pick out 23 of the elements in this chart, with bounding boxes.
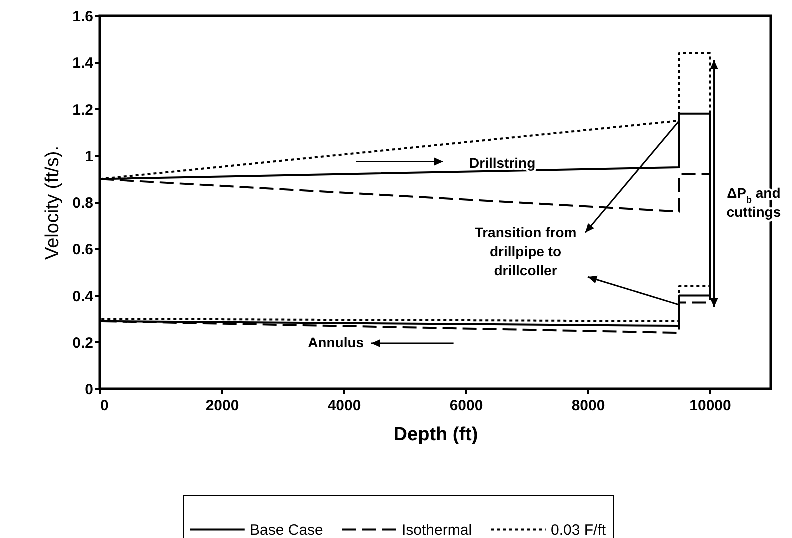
- y-tick-label: 0.2: [72, 334, 94, 352]
- x-tick-label: 6000: [450, 398, 484, 414]
- x-tick-label: 2000: [206, 398, 240, 414]
- x-tick-label: 8000: [572, 398, 606, 414]
- x-tick-label: 4000: [328, 398, 362, 414]
- y-tick-label: 1.6: [72, 8, 94, 26]
- annotation: Drillstring: [470, 154, 536, 171]
- annotation: Annulus: [308, 334, 364, 350]
- x-axis-title: Depth (ft): [394, 424, 478, 446]
- y-tick-label: 0.8: [72, 195, 94, 212]
- y-tick-label: 0.6: [72, 242, 94, 259]
- y-tick-label: 0.4: [72, 288, 94, 306]
- legend-label: Isothermal: [402, 522, 472, 538]
- y-axis-title: Velocity (ft/s).: [42, 146, 64, 260]
- x-tick-label: 0: [100, 398, 109, 414]
- y-tick-label: 1.2: [72, 102, 94, 119]
- legend-label: Base Case: [250, 522, 324, 538]
- y-tick-label: 0: [85, 382, 94, 398]
- legend-label: 0.03 F/ft: [551, 522, 607, 538]
- y-tick-label: 1: [85, 148, 94, 166]
- annotation: Transition from drillpipe to drillcoller: [474, 224, 577, 278]
- x-tick-label: 10000: [690, 398, 732, 414]
- y-tick-label: 1.4: [72, 55, 94, 72]
